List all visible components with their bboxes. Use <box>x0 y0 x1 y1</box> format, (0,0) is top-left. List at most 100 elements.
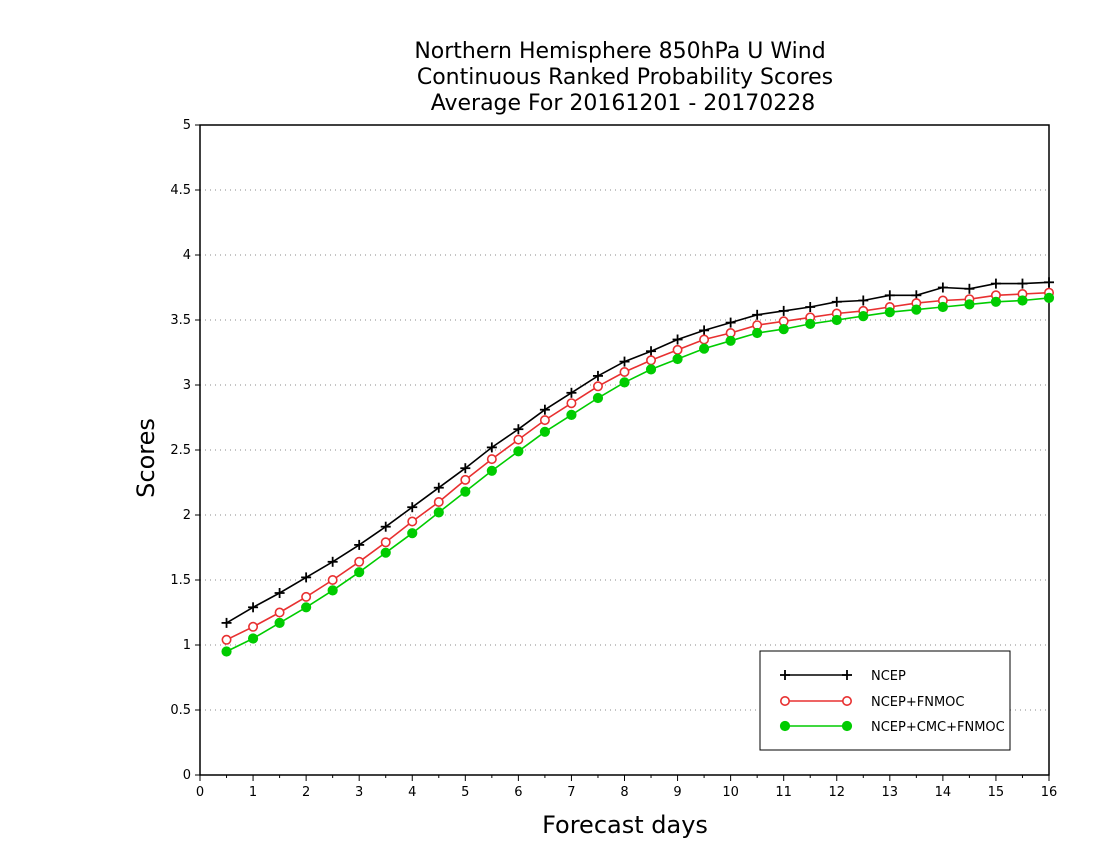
data-point-ncep <box>513 424 524 435</box>
legend-marker-start-ncep-cmc-fnmoc <box>779 720 791 732</box>
data-point-ncep-fnmoc <box>354 556 365 567</box>
data-point-ncep-cmc-fnmoc <box>380 547 391 558</box>
x-tick-label: 10 <box>722 785 739 800</box>
y-tick-label: 4 <box>183 248 191 263</box>
legend-marker-start-ncep <box>780 670 790 680</box>
y-tick-label: 3 <box>183 378 191 393</box>
legend-marker-end-ncep-fnmoc <box>841 695 852 706</box>
data-point-ncep <box>672 334 683 345</box>
series-line-ncep <box>226 281 1050 624</box>
data-point-ncep-cmc-fnmoc <box>990 296 1002 307</box>
data-point-ncep-fnmoc <box>646 355 657 366</box>
data-point-ncep <box>380 521 391 532</box>
data-point-ncep <box>937 282 948 293</box>
data-point-ncep-fnmoc <box>539 415 550 426</box>
series-line-ncep-fnmoc <box>226 291 1050 641</box>
legend-marker-end-ncep <box>842 670 852 680</box>
data-point-ncep-cmc-fnmoc <box>1043 292 1055 303</box>
data-point-ncep-cmc-fnmoc <box>247 633 259 644</box>
data-point-ncep <box>592 370 603 381</box>
data-point-ncep <box>858 295 869 306</box>
data-point-ncep-fnmoc <box>699 334 710 345</box>
data-point-ncep-fnmoc <box>327 574 338 585</box>
x-axis-label: Forecast days <box>542 811 708 839</box>
x-tick-label: 1 <box>249 785 257 800</box>
data-point-ncep <box>221 617 232 628</box>
data-point-ncep <box>831 296 842 307</box>
x-tick-label: 16 <box>1041 785 1058 800</box>
data-point-ncep-fnmoc <box>221 634 232 645</box>
data-point-ncep-cmc-fnmoc <box>672 353 683 365</box>
y-tick-label: 0 <box>183 768 191 783</box>
data-point-ncep-fnmoc <box>274 607 285 618</box>
y-tick-label: 2 <box>183 508 191 523</box>
legend-marker-end-ncep-cmc-fnmoc <box>841 720 853 732</box>
data-point-ncep-fnmoc <box>566 398 577 409</box>
data-point-ncep-fnmoc <box>380 537 391 548</box>
data-point-ncep-cmc-fnmoc <box>725 335 736 346</box>
y-axis-label: Scores <box>132 418 160 498</box>
data-point-ncep <box>486 442 497 453</box>
x-tick-label: 15 <box>988 785 1005 800</box>
data-point-ncep-fnmoc <box>486 454 497 465</box>
data-point-ncep <box>699 325 710 336</box>
data-point-ncep-cmc-fnmoc <box>964 299 975 310</box>
data-point-ncep <box>619 356 630 367</box>
data-point-ncep-cmc-fnmoc <box>566 409 577 420</box>
data-point-ncep <box>301 572 312 583</box>
data-point-ncep <box>964 283 975 294</box>
data-point-ncep <box>1017 278 1028 289</box>
chart-title: Northern Hemisphere 850hPa U Wind Contin… <box>414 39 833 116</box>
data-point-ncep-cmc-fnmoc <box>858 311 869 322</box>
series-ncep <box>221 277 1054 628</box>
y-tick-label: 5 <box>183 118 191 133</box>
grid-lines <box>200 189 1049 711</box>
data-point-ncep-fnmoc <box>513 434 524 445</box>
x-tick-label: 7 <box>567 785 575 800</box>
data-point-ncep-cmc-fnmoc <box>539 426 551 437</box>
data-point-ncep-cmc-fnmoc <box>1017 295 1028 306</box>
series-line-ncep-cmc-fnmoc <box>226 297 1050 653</box>
y-tick-label: 2.5 <box>170 443 191 458</box>
y-tick-label: 3.5 <box>170 313 191 328</box>
legend: NCEP NCEP+FNMOC NCEP+CMC+FNMOC <box>759 650 1011 751</box>
data-point-ncep-fnmoc <box>592 381 603 392</box>
legend-label-ncep: NCEP <box>871 669 906 684</box>
x-tick-label: 11 <box>775 785 792 800</box>
legend-item-ncep: NCEP <box>780 669 906 684</box>
data-point-ncep <box>407 502 418 513</box>
data-point-ncep-fnmoc <box>433 496 444 507</box>
title-line-1: Northern Hemisphere 850hPa U Wind <box>414 39 825 64</box>
data-point-ncep-cmc-fnmoc <box>698 343 710 354</box>
data-point-ncep-cmc-fnmoc <box>407 528 418 539</box>
data-point-ncep <box>327 556 338 567</box>
data-point-ncep-cmc-fnmoc <box>354 567 365 578</box>
data-point-ncep <box>646 346 657 357</box>
data-point-ncep <box>539 404 550 415</box>
x-tick-label: 2 <box>302 785 310 800</box>
data-point-ncep-cmc-fnmoc <box>327 585 338 596</box>
data-point-ncep <box>990 278 1001 289</box>
data-point-ncep <box>725 317 736 328</box>
data-point-ncep <box>248 602 259 613</box>
title-line-2: Continuous Ranked Probability Scores <box>417 65 833 90</box>
data-point-ncep-cmc-fnmoc <box>460 486 471 497</box>
x-tick-label: 3 <box>355 785 363 800</box>
title-line-3: Average For 20161201 - 20170228 <box>431 91 816 116</box>
data-point-ncep-fnmoc <box>460 474 471 485</box>
data-point-ncep <box>433 482 444 493</box>
data-point-ncep-cmc-fnmoc <box>221 646 232 657</box>
data-point-ncep-cmc-fnmoc <box>884 307 895 318</box>
data-point-ncep-fnmoc <box>672 344 683 355</box>
data-point-ncep-cmc-fnmoc <box>433 507 444 518</box>
legend-label-ncep-cmc-fnmoc: NCEP+CMC+FNMOC <box>871 720 1005 735</box>
data-point-ncep-fnmoc <box>301 591 312 602</box>
data-point-ncep-cmc-fnmoc <box>752 327 763 339</box>
y-tick-label: 1 <box>183 638 191 653</box>
x-tick-label: 4 <box>408 785 416 800</box>
x-tick-label: 13 <box>882 785 899 800</box>
data-point-ncep-cmc-fnmoc <box>937 301 948 313</box>
data-point-ncep-cmc-fnmoc <box>301 602 312 613</box>
